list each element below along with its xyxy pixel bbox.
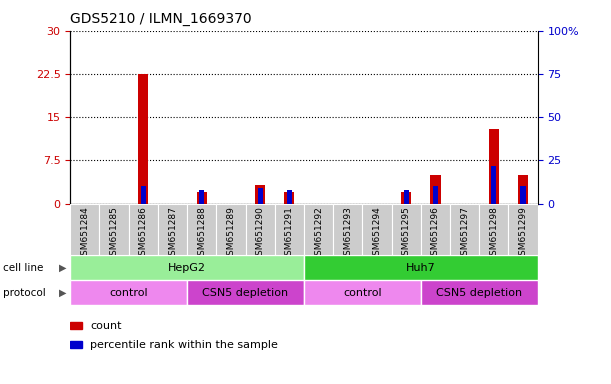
Bar xyxy=(70,280,187,305)
Bar xyxy=(138,74,148,204)
Text: Huh7: Huh7 xyxy=(406,263,436,273)
Bar xyxy=(70,341,82,348)
Bar xyxy=(284,192,295,204)
Text: ▶: ▶ xyxy=(59,288,66,298)
Bar xyxy=(479,204,508,255)
Bar xyxy=(216,204,246,255)
Bar xyxy=(489,129,499,204)
Bar xyxy=(129,204,158,255)
Bar xyxy=(70,255,304,280)
Bar xyxy=(421,204,450,255)
Bar xyxy=(257,188,263,204)
Bar xyxy=(187,204,216,255)
Bar xyxy=(70,322,82,329)
Bar xyxy=(518,175,528,204)
Bar xyxy=(421,280,538,305)
Text: cell line: cell line xyxy=(3,263,43,273)
Text: ▶: ▶ xyxy=(59,263,66,273)
Bar xyxy=(508,204,538,255)
Text: GSM651286: GSM651286 xyxy=(139,206,148,261)
Text: GSM651296: GSM651296 xyxy=(431,206,440,261)
Text: GSM651294: GSM651294 xyxy=(373,206,381,261)
Text: control: control xyxy=(109,288,148,298)
Text: GSM651284: GSM651284 xyxy=(81,206,89,261)
Text: count: count xyxy=(90,321,122,331)
Bar xyxy=(450,204,479,255)
Text: percentile rank within the sample: percentile rank within the sample xyxy=(90,340,278,350)
Bar xyxy=(199,190,204,204)
Bar xyxy=(158,204,187,255)
Bar xyxy=(491,166,497,204)
Text: GSM651290: GSM651290 xyxy=(255,206,265,261)
Bar xyxy=(362,204,392,255)
Text: GSM651292: GSM651292 xyxy=(314,206,323,261)
Bar xyxy=(401,192,411,204)
Bar xyxy=(70,204,100,255)
Bar xyxy=(187,280,304,305)
Bar xyxy=(246,204,275,255)
Text: GSM651289: GSM651289 xyxy=(227,206,235,261)
Bar xyxy=(521,186,525,204)
Bar xyxy=(304,280,421,305)
Bar xyxy=(275,204,304,255)
Bar xyxy=(333,204,362,255)
Bar xyxy=(430,175,441,204)
Text: GSM651285: GSM651285 xyxy=(109,206,119,261)
Bar xyxy=(100,204,129,255)
Text: GSM651297: GSM651297 xyxy=(460,206,469,261)
Bar xyxy=(287,190,292,204)
Text: GSM651288: GSM651288 xyxy=(197,206,207,261)
Text: control: control xyxy=(343,288,382,298)
Text: GSM651298: GSM651298 xyxy=(489,206,499,261)
Text: CSN5 depletion: CSN5 depletion xyxy=(436,288,522,298)
Text: GSM651293: GSM651293 xyxy=(343,206,353,261)
Bar xyxy=(433,186,438,204)
Bar xyxy=(404,190,409,204)
Text: GDS5210 / ILMN_1669370: GDS5210 / ILMN_1669370 xyxy=(70,12,252,25)
Bar xyxy=(197,192,207,204)
Text: GSM651299: GSM651299 xyxy=(519,206,527,261)
Text: GSM651287: GSM651287 xyxy=(168,206,177,261)
Bar xyxy=(141,186,146,204)
Bar xyxy=(255,185,265,204)
Text: HepG2: HepG2 xyxy=(168,263,206,273)
Bar xyxy=(304,204,333,255)
Text: CSN5 depletion: CSN5 depletion xyxy=(202,288,288,298)
Bar xyxy=(392,204,421,255)
Text: GSM651291: GSM651291 xyxy=(285,206,294,261)
Bar xyxy=(304,255,538,280)
Text: protocol: protocol xyxy=(3,288,46,298)
Text: GSM651295: GSM651295 xyxy=(401,206,411,261)
